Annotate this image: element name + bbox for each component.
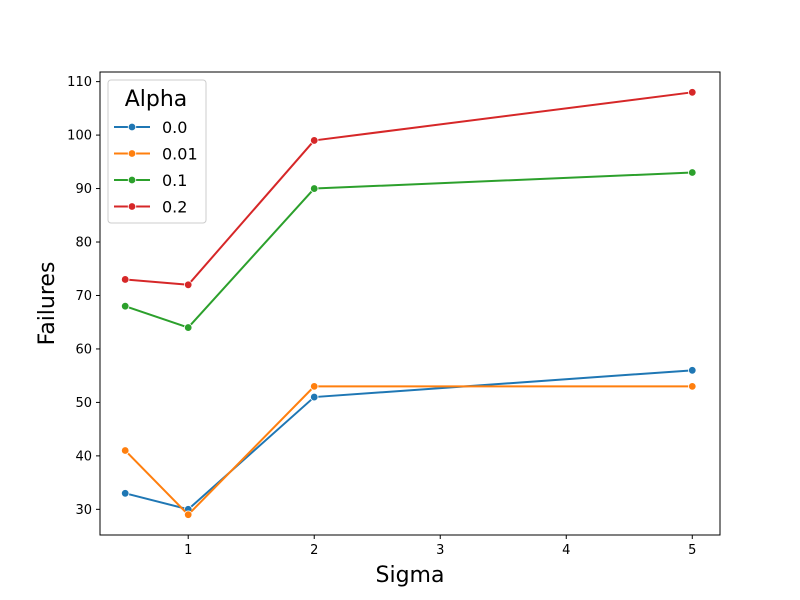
legend-marker (127, 202, 137, 211)
data-point (184, 510, 193, 519)
data-point (688, 366, 697, 375)
legend-marker (127, 175, 137, 185)
legend-item: 0.1 (114, 171, 187, 190)
legend-item: 0.0 (114, 118, 187, 137)
data-point (310, 382, 319, 391)
data-point (184, 323, 193, 332)
series-line (124, 385, 694, 516)
series-layer (121, 88, 697, 519)
legend-label: 0.2 (162, 198, 187, 217)
x-tick-label: 5 (688, 543, 696, 558)
data-point (121, 275, 130, 284)
y-tick-label: 110 (67, 75, 92, 90)
series-0.0 (121, 366, 697, 514)
series-0.1 (121, 168, 697, 332)
data-point (688, 382, 697, 391)
legend-item: 0.01 (114, 145, 198, 164)
y-tick-label: 90 (75, 182, 92, 197)
data-point (121, 301, 130, 311)
legend-label: 0.1 (162, 171, 187, 190)
data-point (121, 446, 130, 455)
y-tick-label: 80 (75, 236, 92, 251)
series-line (124, 369, 694, 511)
plot-frame (99, 71, 721, 536)
data-point (310, 392, 319, 402)
x-tick-label: 3 (436, 543, 444, 558)
series-line (124, 91, 694, 286)
data-point (688, 168, 697, 177)
series-line (124, 171, 694, 329)
legend-label: 0.01 (162, 145, 198, 164)
legend-marker (127, 149, 137, 158)
y-tick-label: 100 (67, 129, 92, 144)
data-point (310, 136, 319, 145)
y-tick-label: 60 (75, 342, 92, 357)
y-tick-label: 50 (75, 396, 92, 411)
series-0.2 (121, 88, 697, 289)
x-tick-label: 1 (184, 543, 192, 558)
y-tick-label: 70 (75, 289, 92, 304)
series-0.01 (121, 382, 697, 519)
data-point (184, 280, 193, 289)
legend-item: 0.2 (114, 198, 187, 217)
y-tick-label: 30 (75, 503, 92, 518)
x-tick-label: 4 (562, 543, 570, 558)
x-tick-label: 2 (310, 543, 318, 558)
legend-marker (127, 122, 137, 132)
y-axis-label: Failures (35, 262, 60, 346)
x-axis-label: Sigma (376, 563, 445, 588)
data-point (310, 184, 319, 193)
legend: Alpha 0.0 0.01 0.1 0.2 (107, 79, 207, 224)
data-point (121, 489, 130, 498)
legend-frame (107, 79, 207, 224)
legend-title: Alpha (125, 87, 188, 112)
legend-label: 0.0 (162, 118, 187, 137)
data-point (688, 88, 697, 97)
axes-layer: 1 2 3 4 5 30 40 50 60 70 80 90 100 110 (67, 75, 696, 558)
y-tick-label: 40 (75, 449, 92, 464)
